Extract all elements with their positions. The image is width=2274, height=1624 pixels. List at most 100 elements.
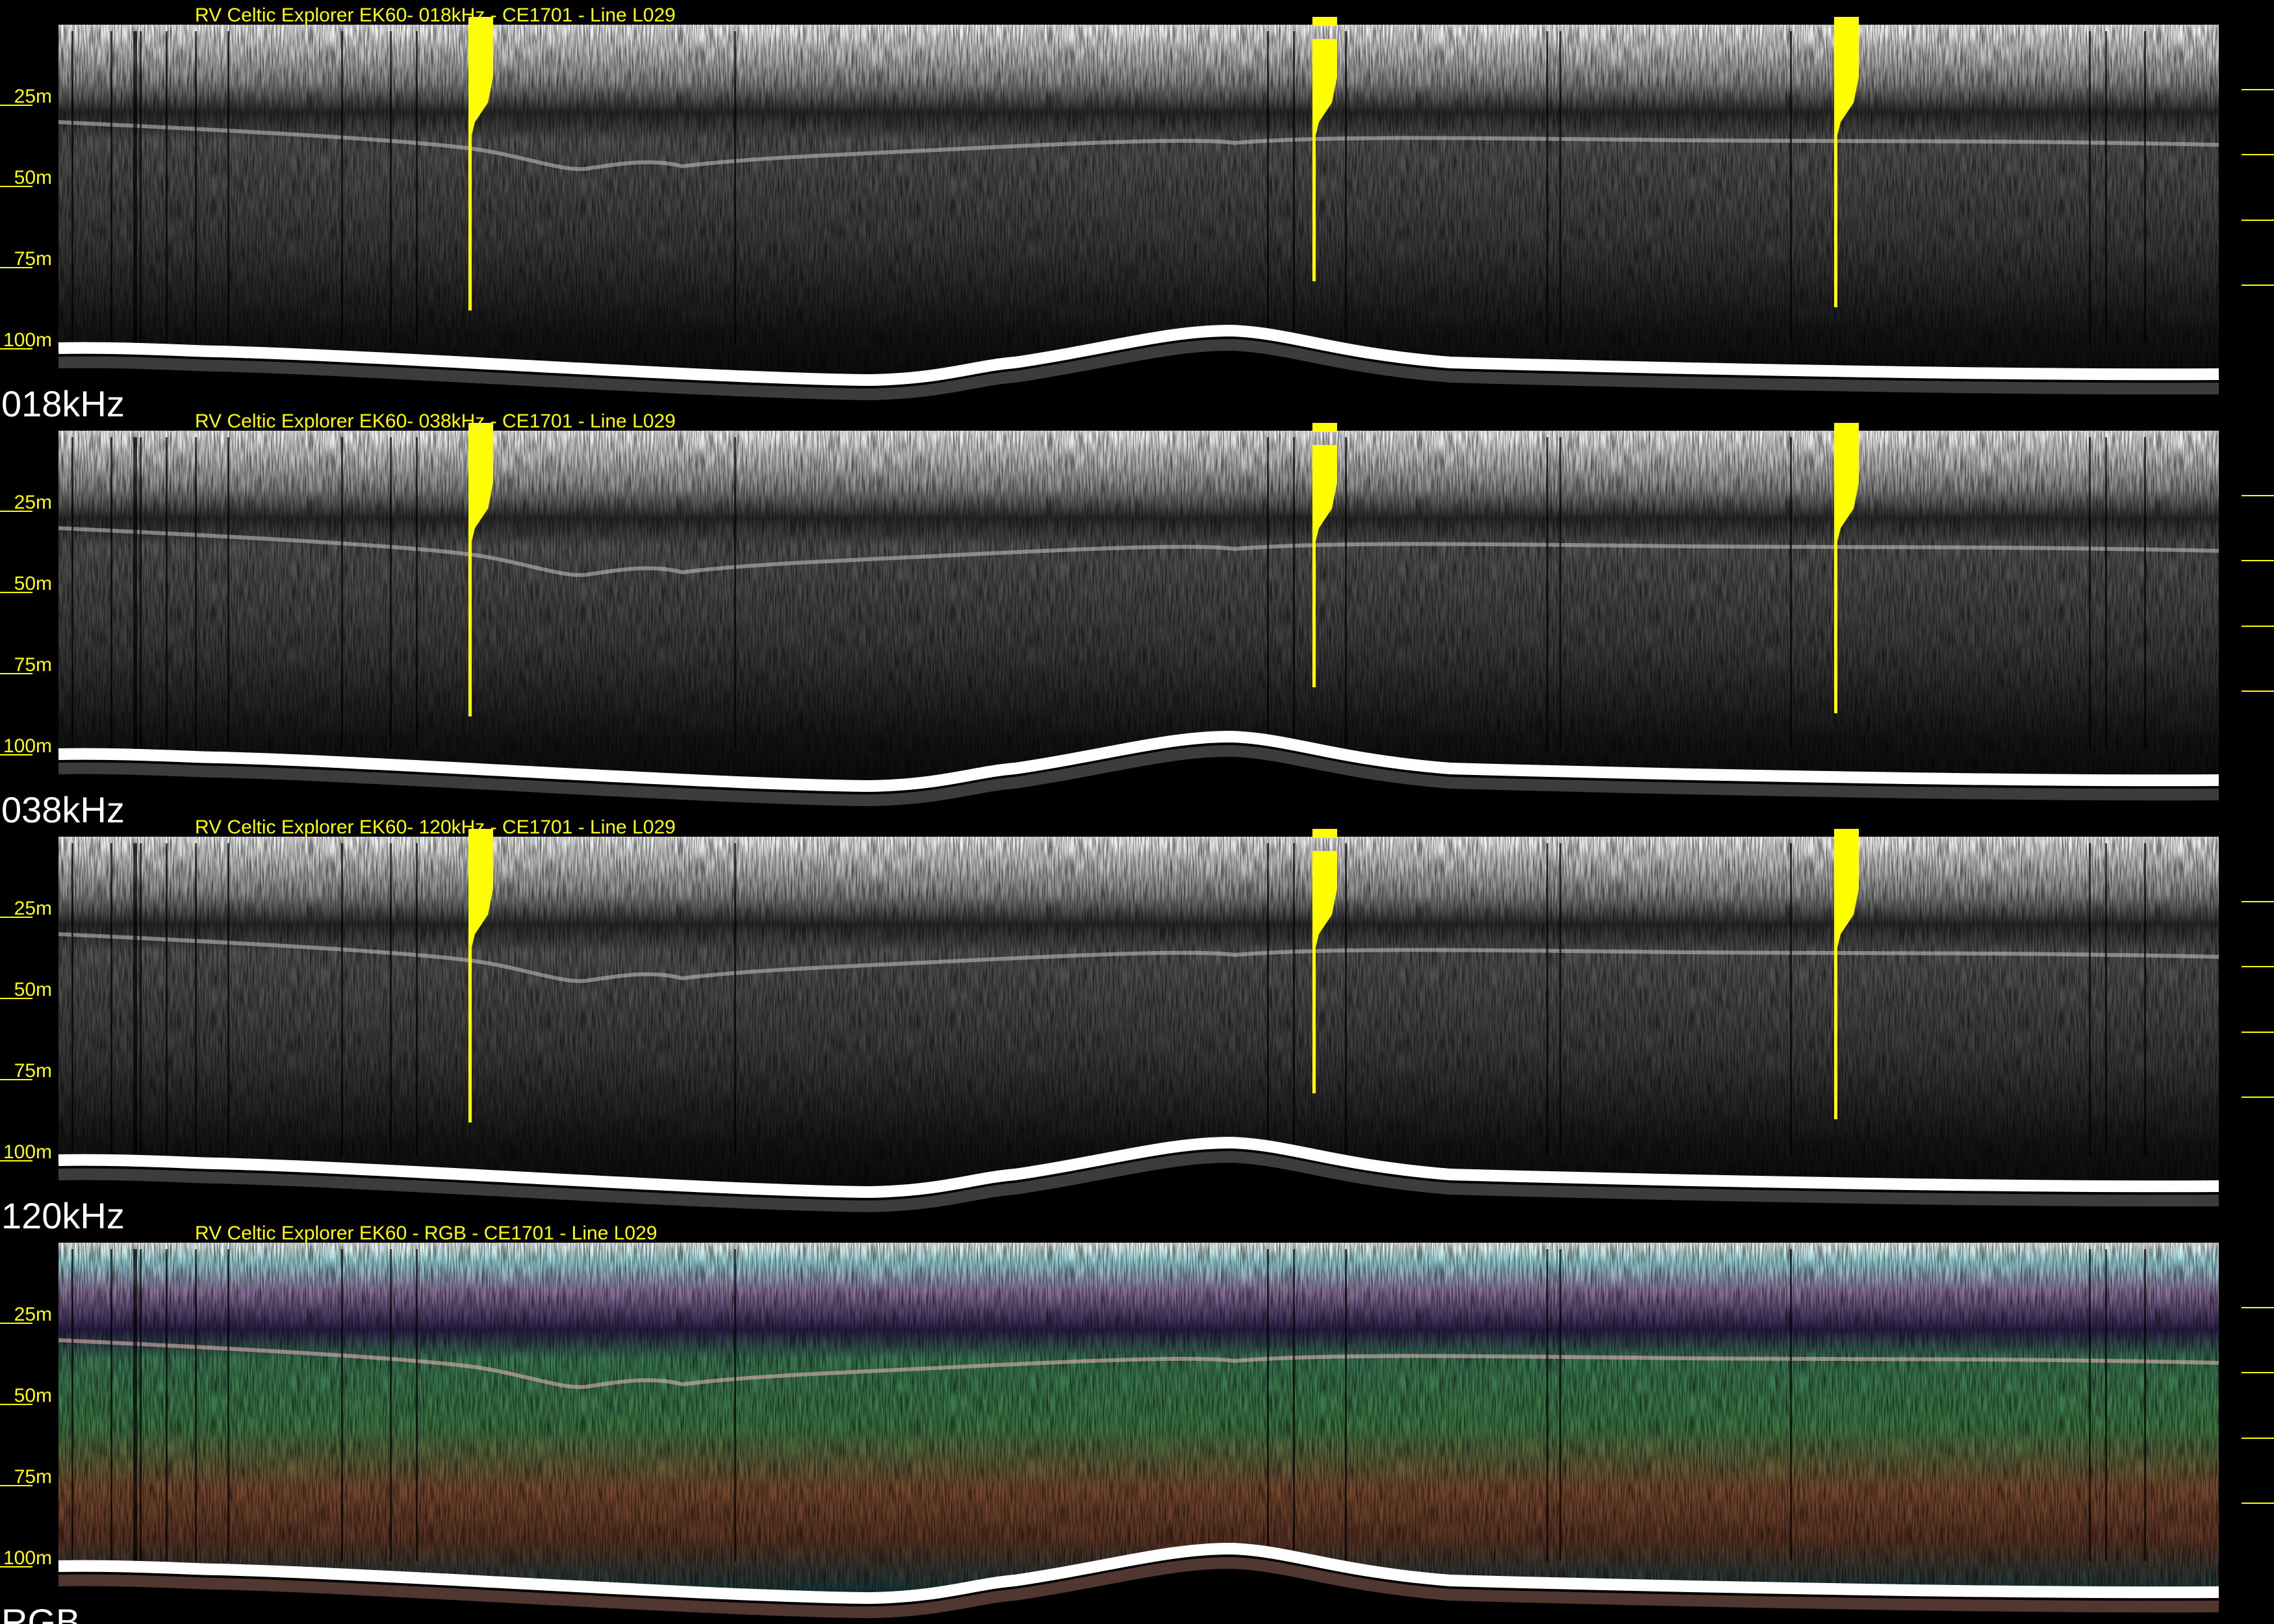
ping-gap-line — [2105, 31, 2107, 343]
depth-tick-label: 50m — [14, 573, 52, 594]
ping-gap-line — [227, 31, 229, 343]
scattering-layer — [58, 1338, 2219, 1389]
depth-tick-label: 50m — [14, 167, 52, 188]
station-marker — [1834, 423, 1859, 713]
depth-tick-label: 50m — [14, 979, 52, 1000]
panel-title: RV Celtic Explorer EK60- 120kHz - CE1701… — [195, 817, 676, 838]
noise-texture — [58, 431, 2219, 786]
ping-gap-line — [2089, 31, 2091, 343]
ping-gap-line — [416, 843, 418, 1155]
ping-gap-line — [110, 843, 112, 1155]
ping-gap-line — [133, 31, 137, 343]
depth-tick-label: 100m — [3, 329, 52, 351]
depth-tick-label: 100m — [3, 1141, 52, 1163]
station-marker — [1834, 829, 1859, 1119]
sub-bottom — [58, 1556, 2219, 1619]
scattering-layer — [58, 932, 2219, 983]
scattering-layer — [58, 526, 2219, 577]
frequency-label: 038kHz — [1, 789, 125, 830]
ping-gap-line — [140, 31, 142, 343]
depth-tick-label: 75m — [14, 1466, 52, 1488]
seabed-echo — [58, 1542, 2219, 1605]
ping-gap-line — [1546, 31, 1548, 343]
ping-gap-line — [2144, 1249, 2146, 1561]
ping-gap-line — [390, 1249, 392, 1561]
ping-gap-line — [71, 843, 73, 1155]
station-marker-cap — [1312, 423, 1337, 432]
depth-tick-label: 75m — [14, 248, 52, 270]
echogram-panel-018khz: RV Celtic Explorer EK60- 018kHz - CE1701… — [0, 5, 2274, 431]
seabed-echo — [58, 324, 2219, 387]
ping-gap-line — [390, 31, 392, 343]
station-marker-cap — [1312, 17, 1337, 26]
ping-gap-line — [1293, 31, 1295, 343]
ping-gap-line — [2144, 843, 2146, 1155]
ping-gap-line — [390, 437, 392, 749]
ping-gap-line — [1345, 843, 1347, 1155]
ping-gap-line — [1546, 437, 1548, 749]
panel-title: RV Celtic Explorer EK60- 018kHz - CE1701… — [195, 5, 676, 26]
depth-tick-label: 100m — [3, 735, 52, 757]
ping-gap-line — [1559, 843, 1561, 1155]
depth-tick-label: 100m — [3, 1547, 52, 1569]
ping-gap-line — [416, 1249, 418, 1561]
depth-tick-label: 25m — [14, 492, 52, 513]
ping-gap-line — [71, 437, 73, 749]
ping-gap-line — [341, 31, 343, 343]
ping-gap-line — [1546, 1249, 1548, 1561]
ping-gap-line — [1293, 843, 1295, 1155]
ping-gap-line — [1267, 31, 1269, 343]
label-backdrop — [0, 1192, 188, 1243]
ping-gap-line — [166, 1249, 168, 1561]
station-marker — [468, 423, 493, 717]
ping-gap-line — [341, 1249, 343, 1561]
scattering-layer — [58, 120, 2219, 171]
ping-gap-line — [390, 843, 392, 1155]
ping-gap-line — [416, 31, 418, 343]
ping-gap-line — [110, 437, 112, 749]
ping-gap-line — [734, 1249, 736, 1561]
ping-gap-line — [734, 437, 736, 749]
ping-gap-line — [2089, 843, 2091, 1155]
station-marker — [468, 17, 493, 311]
ping-gap-line — [1267, 1249, 1269, 1561]
depth-tick-label: 75m — [14, 654, 52, 676]
ping-gap-line — [2089, 437, 2091, 749]
ping-gap-line — [1790, 437, 1792, 749]
ping-gap-line — [195, 843, 197, 1155]
ping-gap-line — [1790, 31, 1792, 343]
seabed-echo — [58, 730, 2219, 793]
label-backdrop — [0, 380, 188, 431]
depth-tick-label: 50m — [14, 1385, 52, 1406]
ping-gap-line — [1790, 1249, 1792, 1561]
ping-gap-line — [227, 437, 229, 749]
ping-gap-line — [2144, 31, 2146, 343]
label-backdrop — [0, 1598, 188, 1624]
station-marker — [1312, 39, 1337, 281]
ping-gap-line — [1293, 1249, 1295, 1561]
depth-tick-label: 25m — [14, 1304, 52, 1325]
ping-gap-line — [1345, 1249, 1347, 1561]
panel-title: RV Celtic Explorer EK60- 038kHz - CE1701… — [195, 411, 676, 432]
ping-gap-line — [110, 31, 112, 343]
echogram-panel-120khz: RV Celtic Explorer EK60- 120kHz - CE1701… — [0, 817, 2274, 1243]
ping-gap-line — [1345, 31, 1347, 343]
frequency-label: 120kHz — [1, 1195, 125, 1236]
sub-bottom — [58, 338, 2219, 401]
ping-gap-line — [341, 437, 343, 749]
ping-gap-line — [1345, 437, 1347, 749]
ping-gap-line — [140, 437, 142, 749]
ping-gap-line — [2144, 437, 2146, 749]
ping-gap-line — [166, 437, 168, 749]
ping-gap-line — [1293, 437, 1295, 749]
sub-bottom — [58, 744, 2219, 807]
depth-tick-label: 25m — [14, 86, 52, 107]
ping-gap-line — [227, 843, 229, 1155]
station-marker — [1834, 17, 1859, 307]
label-backdrop — [0, 786, 188, 837]
ping-gap-line — [416, 437, 418, 749]
station-marker — [1312, 851, 1337, 1093]
sub-bottom — [58, 1150, 2219, 1213]
ping-gap-line — [195, 31, 197, 343]
